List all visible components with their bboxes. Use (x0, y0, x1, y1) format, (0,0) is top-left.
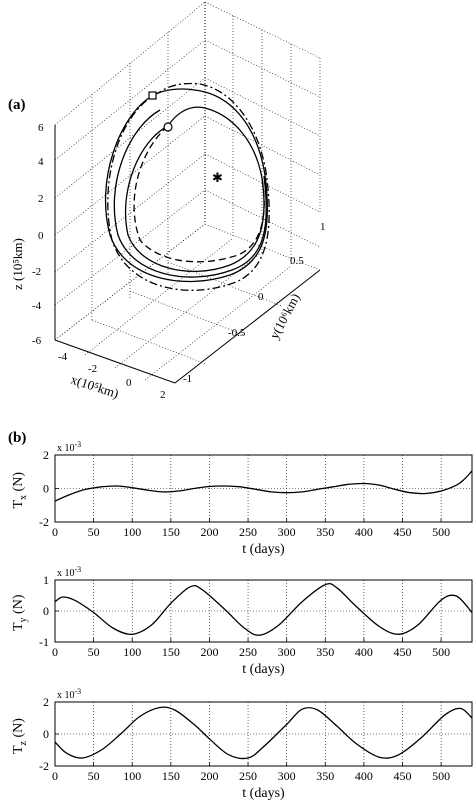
y-tick-label: 1 (43, 573, 49, 587)
y-axis-label: Tz (N) (11, 718, 29, 754)
exponent-label: x 10-3 (57, 440, 81, 454)
x-tick-neg2: -2 (88, 363, 97, 375)
x-tick-label: 0 (52, 645, 58, 659)
orbit-dashed (133, 125, 265, 263)
x-tick-label: 100 (123, 769, 141, 783)
x-tick-label: 150 (162, 645, 180, 659)
orbit-solid-outer (104, 88, 269, 283)
x-tick-label: 450 (394, 769, 412, 783)
star-marker: ✱ (212, 170, 223, 185)
x-tick-label: 300 (278, 769, 296, 783)
panel-b-subplots: 0 50 100 150 200 250 300 350 400 450 500-202 x 10-3… (11, 440, 473, 801)
y-tick-label: 0 (43, 727, 49, 741)
orbit-dash-dot (107, 82, 270, 291)
y-tick-0_5: 0.5 (290, 255, 304, 267)
y-axis-label: y(10⁶km) (266, 291, 302, 342)
x-tick-label: 350 (316, 769, 334, 783)
x-tick-label: 500 (432, 525, 450, 539)
x-tick-label: 150 (162, 769, 180, 783)
x-axis-label: t (days) (242, 786, 285, 801)
z-axis-label: z (10⁵km) (10, 238, 25, 290)
y-axis-ticks: -1 -0.5 0 0.5 1 (183, 221, 326, 385)
x-axis-label: x(10⁵km) (69, 372, 121, 402)
back-wall-left-grid (54, 1, 206, 341)
y-tick-label: -1 (39, 635, 49, 649)
x-tick-label: 400 (355, 769, 373, 783)
back-wall-right-grid (204, 1, 321, 266)
x-tick-label: 100 (123, 525, 141, 539)
x-tick-label: 500 (432, 769, 450, 783)
subplot-y: 0 50 100 150 200 250 300 350 400 450 500-101 x 10-3… (11, 565, 473, 677)
x-tick-label: 300 (278, 645, 296, 659)
y-axis-label: Ty (N) (11, 594, 29, 631)
x-tick-label: 450 (394, 645, 412, 659)
box-axes (54, 2, 321, 384)
panel-a-label: (a) (8, 97, 26, 113)
orbit-solid-middle (113, 109, 267, 278)
x-tick-label: 350 (316, 645, 334, 659)
x-tick-label: 150 (162, 525, 180, 539)
circle-marker (163, 122, 173, 132)
z-axis-ticks: 6 4 2 0 -2 -4 -6 (32, 122, 44, 347)
floor-grid (54, 223, 321, 381)
z-tick-2: 2 (38, 193, 44, 205)
y-tick-label: 2 (43, 448, 49, 462)
orbit-curves (104, 82, 270, 291)
y-axis-label: Tx (N) (11, 472, 29, 509)
x-tick-label: 200 (200, 769, 218, 783)
x-tick-label: 450 (394, 525, 412, 539)
x-tick-label: 0 (52, 769, 58, 783)
x-tick-label: 250 (239, 525, 257, 539)
x-tick-0: 0 (126, 377, 132, 389)
z-tick-6: 6 (38, 122, 44, 134)
x-tick-label: 350 (316, 525, 334, 539)
y-tick-0: 0 (258, 291, 264, 303)
z-tick-neg6: -6 (32, 335, 42, 347)
series-line-Tx (54, 470, 473, 502)
subplot-z: 0 50 100 150 200 250 300 350 400 450 500-202 x 10-3… (11, 687, 473, 801)
y-tick-neg1: -1 (183, 373, 192, 385)
orbit-solid-inner (124, 106, 265, 272)
z-tick-0: 0 (38, 230, 44, 242)
x-tick-label: 100 (123, 645, 141, 659)
x-tick-2: 2 (160, 389, 166, 401)
exponent-label: x 10-3 (57, 687, 81, 701)
y-tick-label: -2 (39, 515, 49, 529)
series-line-Ty (54, 582, 473, 636)
x-tick-label: 50 (88, 525, 100, 539)
panel-a-3d-plot: ✱ 6 4 2 0 -2 -4 -6 z (10⁵km) -4 -2 0 2 x… (10, 1, 326, 402)
z-tick-4: 4 (38, 156, 44, 168)
x-axis-label: t (days) (242, 662, 285, 677)
square-marker (148, 91, 157, 100)
x-tick-label: 300 (278, 525, 296, 539)
y-tick-1: 1 (320, 221, 326, 233)
subplot-x: 0 50 100 150 200 250 300 350 400 450 500-202 x 10-3… (11, 440, 473, 557)
y-tick-neg0_5: -0.5 (228, 327, 246, 339)
x-tick-label: 400 (355, 525, 373, 539)
x-tick-label: 200 (200, 525, 218, 539)
x-tick-neg4: -4 (58, 351, 68, 363)
x-tick-label: 250 (239, 645, 257, 659)
series-line-Tz (54, 706, 473, 760)
x-tick-label: 400 (355, 645, 373, 659)
x-tick-label: 50 (88, 645, 100, 659)
y-tick-label: 0 (43, 604, 49, 618)
x-tick-label: 0 (52, 525, 58, 539)
x-tick-label: 50 (88, 769, 100, 783)
exponent-label: x 10-3 (57, 565, 81, 579)
panel-b-label: (b) (8, 430, 26, 446)
y-tick-label: 0 (43, 482, 49, 496)
x-tick-label: 200 (200, 645, 218, 659)
x-axis-label: t (days) (242, 542, 285, 557)
y-tick-label: 2 (43, 695, 49, 709)
x-tick-label: 250 (239, 769, 257, 783)
z-tick-neg4: -4 (32, 300, 42, 312)
z-tick-neg2: -2 (32, 266, 41, 278)
x-tick-label: 500 (432, 645, 450, 659)
x-axis-ticks: -4 -2 0 2 (58, 351, 166, 401)
y-tick-label: -2 (39, 759, 49, 773)
